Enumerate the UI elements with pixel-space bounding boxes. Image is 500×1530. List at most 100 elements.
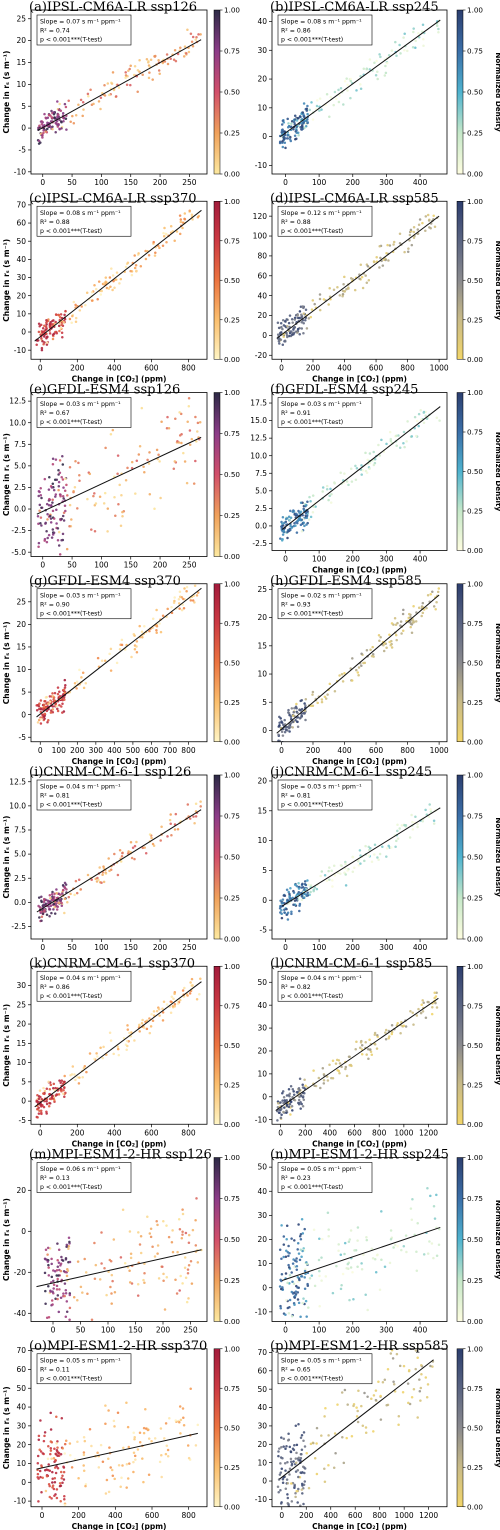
scatter-point — [67, 1244, 71, 1248]
colorbar-tick-label: 0.00 — [224, 1502, 240, 1511]
scatter-point — [189, 1387, 192, 1391]
scatter-point — [409, 616, 412, 619]
scatter-point — [169, 1000, 173, 1003]
scatter-point — [384, 1037, 388, 1041]
scatter-point — [55, 1415, 58, 1419]
colorbar-tick-label: 0.50 — [467, 276, 483, 285]
scatter-point — [64, 1256, 68, 1260]
scatter-point — [74, 459, 77, 463]
scatter-point — [151, 1019, 155, 1023]
scatter-point — [385, 442, 388, 446]
scatter-point — [282, 1255, 285, 1259]
scatter-point — [360, 1267, 364, 1271]
scatter-point — [291, 1087, 295, 1091]
colorbar-tick-label: 0.25 — [467, 315, 483, 324]
scatter-point — [365, 649, 369, 652]
scatter-point — [283, 730, 287, 734]
x-tick-label: 0 — [51, 1326, 56, 1335]
x-tick-label: 0 — [283, 943, 288, 952]
scatter-point — [311, 118, 315, 121]
x-tick-label: 600 — [144, 1128, 159, 1137]
scatter-point — [308, 1277, 312, 1280]
colorbar — [213, 1157, 221, 1322]
scatter-point — [294, 524, 297, 527]
scatter-point — [336, 1069, 339, 1072]
scatter-point — [388, 1035, 391, 1038]
x-tick-label: 150 — [128, 1326, 143, 1335]
scatter-point — [58, 893, 62, 896]
scatter-point — [194, 1444, 198, 1447]
scatter-point — [43, 1089, 47, 1093]
scatter-point — [298, 310, 302, 313]
scatter-point — [414, 1349, 418, 1352]
scatter-point — [303, 702, 306, 705]
scatter-point — [291, 333, 295, 336]
scatter-point — [98, 866, 101, 869]
scatter-point — [61, 111, 65, 115]
scatter-point — [290, 1105, 294, 1108]
x-tick-label: 100 — [52, 746, 67, 755]
scatter-point — [346, 869, 349, 872]
scatter-point — [286, 898, 289, 902]
scatter-point — [307, 317, 311, 320]
scatter-point — [110, 1292, 113, 1295]
scatter-point — [421, 999, 424, 1002]
scatter-point — [160, 1475, 163, 1479]
scatter-point — [306, 1282, 309, 1286]
regression-line — [279, 1359, 434, 1480]
scatter-point — [38, 1089, 42, 1092]
scatter-point — [438, 419, 441, 422]
scatter-point — [360, 464, 363, 467]
scatter-point — [198, 571, 201, 574]
scatter-point — [280, 1273, 284, 1276]
scatter-point — [368, 1038, 371, 1042]
scatter-point — [128, 1230, 132, 1233]
scatter-point — [325, 484, 329, 488]
x-tick-label: 100 — [94, 178, 109, 187]
scatter-point — [302, 332, 305, 335]
colorbar — [456, 583, 464, 742]
x-tick-label: 200 — [72, 1511, 87, 1520]
colorbar-tick-label: 0.25 — [467, 507, 483, 516]
scatter-point — [161, 1265, 164, 1269]
scatter-point — [53, 1447, 56, 1450]
scatter-point — [321, 490, 324, 493]
scatter-point — [66, 1269, 70, 1272]
scatter-point — [93, 492, 96, 495]
scatter-point — [149, 1025, 153, 1028]
y-tick-label: 10 — [16, 1058, 26, 1067]
scatter-point — [158, 460, 161, 463]
scatter-point — [174, 812, 178, 816]
scatter-point — [61, 1481, 64, 1484]
scatter-point — [178, 214, 182, 217]
scatter-point — [61, 702, 64, 706]
scatter-point — [42, 900, 46, 904]
scatter-point — [116, 472, 119, 476]
scatter-point — [82, 1453, 86, 1457]
scatter-point — [276, 1485, 280, 1489]
scatter-point — [109, 1039, 113, 1042]
scatter-point — [306, 500, 309, 503]
scatter-point — [298, 1088, 301, 1092]
panel-k: 0 200 400 600 800-5051015202530(k)CNRM-CM-6-… — [2, 956, 240, 1148]
x-tick-label: 200 — [70, 363, 85, 372]
scatter-point — [411, 1197, 414, 1201]
scatter-point — [411, 1011, 414, 1014]
colorbar-tick-label: 0.25 — [467, 1080, 483, 1089]
scatter-point — [61, 454, 64, 458]
scatter-point — [320, 108, 323, 111]
scatter-point — [378, 852, 382, 856]
scatter-point — [321, 1237, 324, 1241]
scatter-point — [420, 614, 423, 618]
scatter-point — [69, 120, 72, 123]
scatter-point — [63, 1074, 66, 1078]
scatter-point — [432, 1256, 435, 1260]
scatter-point — [52, 902, 56, 906]
scatter-point — [42, 131, 45, 135]
scatter-point — [109, 669, 113, 672]
axes-frame — [271, 392, 448, 551]
scatter-point — [63, 886, 66, 889]
scatter-point — [47, 1263, 50, 1267]
scatter-point — [50, 1096, 54, 1099]
scatter-point — [102, 880, 106, 884]
